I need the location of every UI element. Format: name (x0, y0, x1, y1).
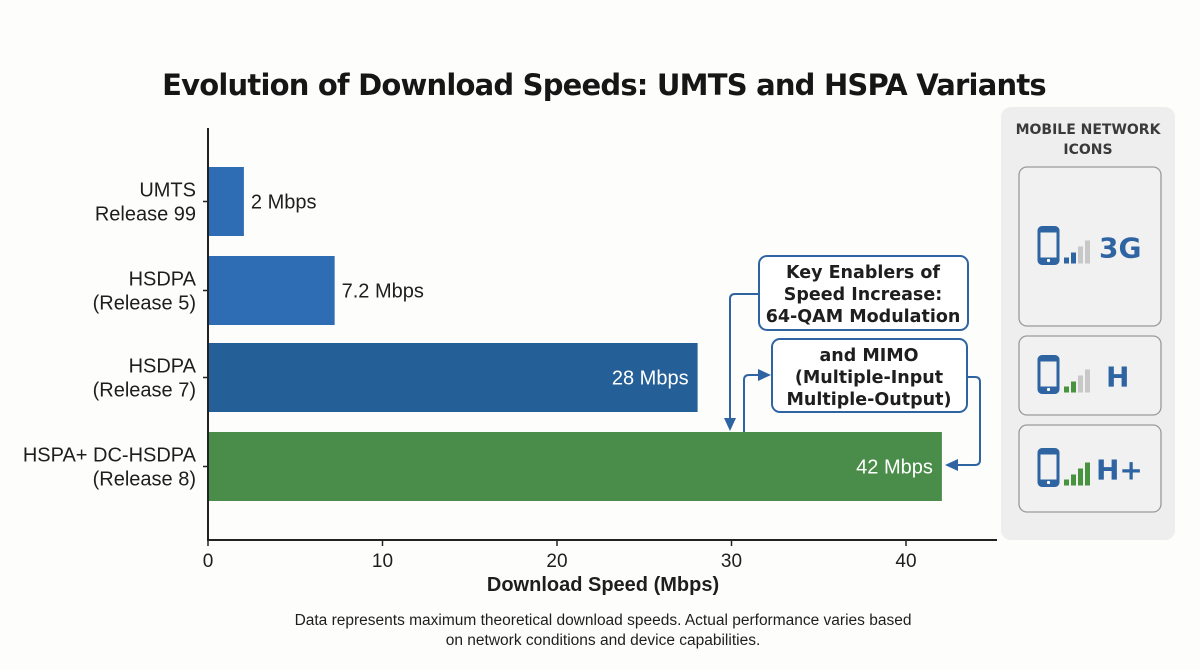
annotation-group: Key Enablers of Speed Increase: 64-QAM M… (724, 255, 981, 471)
network-card-3g: 3G (1018, 166, 1162, 327)
arrowhead-right-icon (758, 369, 771, 381)
category-label: HSDPA (129, 269, 197, 291)
network-type-label: H (1106, 361, 1129, 394)
phone-icon (1037, 226, 1060, 265)
annotation-box-1-line-1: Key Enablers of (786, 263, 940, 283)
network-card-h: H (1018, 335, 1162, 416)
footnote-line-2: on network conditions and device capabil… (446, 632, 761, 649)
category-label: UMTS (139, 180, 196, 202)
chart-title: Evolution of Download Speeds: UMTS and H… (162, 68, 1046, 102)
arrow-bar-to-box2 (743, 374, 760, 432)
category-label: (Release 5) (93, 293, 196, 315)
category-label: (Release 7) (93, 380, 196, 402)
arrow-box2-to-bar-end (956, 376, 981, 466)
signal-strength-icon (1064, 369, 1090, 393)
x-tick-label: 30 (721, 551, 742, 572)
bar (209, 256, 335, 325)
side-panel-title-2: ICONS (1063, 142, 1112, 158)
category-label: HSPA+ DC-HSDPA (23, 445, 197, 467)
value-label: 28 Mbps (612, 368, 689, 390)
network-icon-cards: 3G H H+ (1018, 166, 1162, 513)
value-label: 2 Mbps (251, 192, 317, 214)
bar (209, 432, 942, 501)
value-label: 42 Mbps (856, 457, 933, 479)
arrowhead-down-icon (724, 418, 736, 431)
x-tick-label: 20 (546, 551, 567, 572)
bar-group (209, 167, 942, 501)
category-label: (Release 8) (93, 469, 196, 491)
arrowhead-left-icon (945, 459, 958, 471)
value-label: 7.2 Mbps (342, 281, 424, 303)
annotation-box-1-line-2: Speed Increase: (784, 285, 942, 305)
bar (209, 167, 244, 236)
arrow-box1-to-bar (729, 293, 759, 420)
bar (209, 343, 698, 412)
network-type-label: 3G (1099, 232, 1141, 265)
x-axis-title: Download Speed (Mbps) (487, 574, 719, 596)
signal-strength-icon (1064, 462, 1090, 486)
annotation-box-2-line-3: Multiple-Output) (787, 390, 952, 410)
side-panel: MOBILE NETWORK ICONS 3G H H+ (1001, 107, 1175, 540)
network-type-label: H+ (1096, 454, 1143, 487)
signal-strength-icon (1064, 240, 1090, 264)
category-label: Release 99 (95, 204, 196, 226)
x-tick-label: 0 (203, 551, 214, 572)
category-label: HSDPA (129, 356, 197, 378)
annotation-box-1-line-3: 64-QAM Modulation (766, 307, 961, 327)
annotation-box-2 (771, 338, 968, 413)
phone-icon (1037, 355, 1060, 394)
annotation-box-2-line-1: and MIMO (819, 346, 918, 366)
x-tick-label: 40 (895, 551, 916, 572)
phone-icon (1037, 448, 1060, 487)
x-tick-label: 10 (372, 551, 393, 572)
value-labels: 2 Mbps 7.2 Mbps 28 Mbps 42 Mbps (251, 192, 933, 479)
side-panel-title-1: MOBILE NETWORK (1016, 122, 1162, 138)
footnote-line-1: Data represents maximum theoretical down… (295, 612, 912, 629)
network-card-h-plus: H+ (1018, 424, 1162, 513)
annotation-box-2-line-2: (Multiple-Input (795, 368, 943, 388)
x-ticks: 0 10 20 30 40 (203, 540, 917, 572)
